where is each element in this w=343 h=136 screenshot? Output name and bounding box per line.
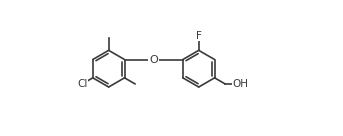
Text: O: O: [149, 55, 158, 64]
Text: F: F: [196, 31, 202, 41]
Text: Cl: Cl: [77, 79, 87, 89]
Text: OH: OH: [233, 79, 249, 89]
